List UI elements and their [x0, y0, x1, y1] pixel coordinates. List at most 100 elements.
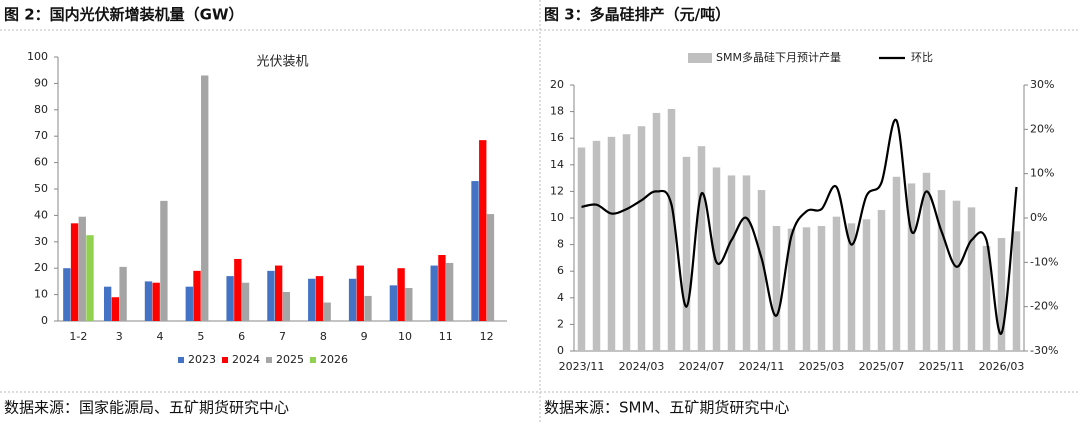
bar	[907, 183, 916, 351]
y-tick-label: 30	[34, 235, 48, 248]
y-tick-label: 0	[41, 314, 48, 327]
x-tick-label: 2024/07	[679, 360, 725, 373]
x-tick-label: 3	[116, 330, 123, 343]
bar	[152, 282, 160, 321]
bar	[63, 268, 71, 321]
bar	[712, 167, 721, 351]
bar	[1012, 231, 1021, 351]
bar	[757, 190, 766, 351]
y-tick-label: 40	[34, 208, 48, 221]
x-tick-label: 10	[398, 330, 412, 343]
x-tick-label: 2025/07	[859, 360, 905, 373]
legend-label: 2025	[276, 353, 304, 366]
bar	[802, 227, 811, 351]
y-tick-label: 60	[34, 156, 48, 169]
bar	[772, 225, 781, 351]
y-tick-label: 14	[550, 158, 564, 171]
y2-tick-label: 0%	[1030, 211, 1047, 224]
y-tick-label: 70	[34, 129, 48, 142]
bar	[70, 223, 79, 321]
bar	[486, 214, 495, 321]
y-tick-label: 20	[34, 261, 48, 274]
x-tick-label: 12	[480, 330, 494, 343]
bar	[348, 278, 357, 321]
y-tick-label: 18	[550, 105, 564, 118]
legend-swatch	[178, 357, 184, 363]
x-tick-label: 2024/11	[739, 360, 785, 373]
legend-label: SMM多晶硅下月预计产量	[716, 50, 841, 64]
y-tick-label: 16	[550, 131, 564, 144]
bar	[356, 265, 364, 321]
x-tick-label: 2026/03	[979, 360, 1025, 373]
bar	[445, 262, 454, 321]
bar	[479, 140, 487, 321]
bar	[323, 302, 331, 321]
bar	[315, 276, 324, 321]
y-tick-label: 90	[34, 76, 48, 89]
bar	[119, 266, 127, 321]
y-tick-label: 100	[27, 50, 48, 63]
x-tick-label: 2025/11	[919, 360, 965, 373]
bar	[193, 270, 201, 321]
bar	[103, 286, 112, 321]
y2-tick-label: 20%	[1030, 122, 1054, 135]
bar	[787, 228, 796, 351]
panel-title: 图 3：多晶硅排产（元/吨）	[544, 6, 730, 24]
y2-tick-label: -30%	[1030, 344, 1058, 357]
y2-tick-label: 30%	[1030, 78, 1054, 91]
source: 数据来源：国家能源局、五矿期货研究中心	[4, 399, 289, 417]
line	[581, 118, 1018, 335]
y-tick-label: 12	[550, 184, 564, 197]
y-tick-label: 10	[550, 211, 564, 224]
x-tick-label: 7	[279, 330, 286, 343]
bar	[274, 265, 283, 321]
legend-label: 2024	[232, 353, 260, 366]
bar	[201, 75, 209, 321]
bar	[86, 235, 94, 321]
y-tick-label: 0	[557, 344, 564, 357]
x-tick-label: 6	[238, 330, 245, 343]
bar	[78, 216, 86, 321]
legend-label: 环比	[911, 51, 933, 64]
y-tick-label: 20	[550, 78, 564, 91]
bar	[241, 282, 250, 321]
bar	[832, 216, 841, 351]
bar	[952, 200, 961, 351]
bar	[667, 108, 676, 351]
x-tick-label: 1-2	[69, 330, 87, 343]
panel-title: 图 2：国内光伏新增装机量（GW）	[4, 6, 244, 24]
x-tick-label: 2025/03	[799, 360, 845, 373]
bar	[267, 270, 275, 321]
x-tick-label: 5	[197, 330, 204, 343]
bar	[160, 200, 168, 321]
bar	[438, 255, 446, 321]
y-tick-label: 6	[557, 264, 564, 277]
x-tick-label: 4	[157, 330, 164, 343]
x-tick-label: 2024/03	[619, 360, 665, 373]
bar	[982, 245, 991, 351]
y2-tick-label: -10%	[1030, 255, 1058, 268]
bar	[742, 175, 751, 351]
bar	[697, 146, 706, 351]
bar	[226, 276, 234, 321]
bar	[877, 210, 886, 351]
y2-tick-label: 10%	[1030, 167, 1054, 180]
bar	[622, 134, 631, 351]
bar	[937, 190, 946, 351]
y-tick-label: 50	[34, 182, 48, 195]
bar	[111, 297, 120, 321]
bar	[652, 112, 661, 352]
legend-label: 2023	[188, 353, 216, 366]
bar	[282, 291, 291, 321]
bar	[862, 219, 871, 351]
bar	[727, 175, 736, 351]
legend-swatch	[688, 53, 712, 63]
bar	[592, 140, 601, 351]
bar	[607, 136, 616, 351]
y-tick-label: 8	[557, 238, 564, 251]
subtitle: 光伏装机	[256, 55, 308, 70]
y-tick-label: 80	[34, 103, 48, 116]
bar	[405, 288, 413, 321]
bar	[364, 295, 372, 321]
